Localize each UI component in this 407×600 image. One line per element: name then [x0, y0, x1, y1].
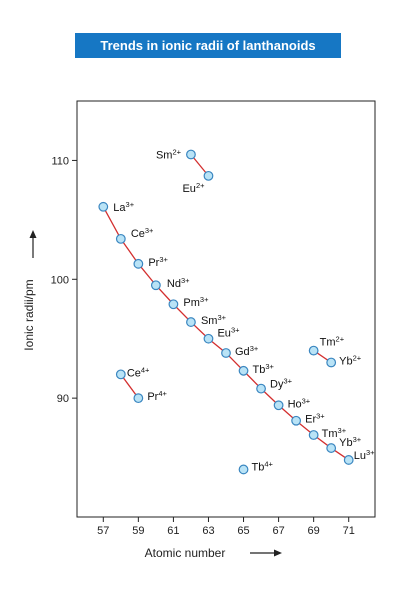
label-tm-3plus: Tm3+	[322, 426, 347, 440]
point-dy-3plus	[256, 383, 266, 394]
plot-frame	[76, 100, 376, 518]
label-tb-3plus: Tb3+	[253, 362, 275, 376]
x-tick-label: 63	[202, 525, 214, 537]
point-sm-3plus	[186, 317, 196, 327]
label-pr-3plus: Pr3+	[148, 255, 168, 269]
x-tick-label: 57	[97, 525, 109, 537]
label-sm-2plus: Sm2+	[156, 147, 182, 161]
label-yb-2plus: Yb2+	[339, 353, 362, 367]
label-ce-3plus: Ce3+	[131, 226, 154, 240]
x-axis-title: Atomic number	[145, 546, 226, 560]
x-tick-label: 71	[343, 525, 355, 537]
y-axis-arrow-head	[29, 230, 37, 238]
x-axis-arrow-head	[274, 549, 282, 557]
x-tick-label: 67	[272, 525, 284, 537]
label-ho-3plus: Ho3+	[288, 396, 311, 410]
y-axis-title: Ionic radii/pm	[22, 279, 36, 350]
label-eu-2plus: Eu2+	[182, 181, 205, 195]
series-2-line	[120, 373, 139, 399]
point-la-3plus	[98, 201, 109, 212]
point-ce-3plus	[115, 233, 126, 244]
label-gd-3plus: Gd3+	[235, 344, 259, 358]
label-lu-3plus: Lu3+	[354, 448, 375, 462]
point-eu-3plus	[203, 333, 214, 344]
y-tick-label: 100	[51, 274, 69, 286]
point-yb-3plus	[326, 443, 337, 453]
point-tb-4plus	[238, 464, 249, 475]
point-pr-4plus	[133, 393, 144, 404]
label-er-3plus: Er3+	[305, 412, 325, 426]
label-yb-3plus: Yb3+	[339, 435, 362, 449]
x-tick-label: 69	[308, 525, 320, 537]
label-nd-3plus: Nd3+	[167, 276, 190, 290]
x-tick-label: 59	[132, 525, 144, 537]
label-dy-3plus: Dy3+	[270, 377, 293, 391]
point-tm-2plus	[308, 345, 319, 356]
point-eu-2plus	[203, 170, 214, 181]
y-tick-label: 90	[57, 393, 69, 405]
label-pm-3plus: Pm3+	[183, 295, 209, 309]
label-la-3plus: La3+	[113, 200, 134, 214]
point-lu-3plus	[343, 455, 354, 465]
point-pm-3plus	[168, 299, 179, 310]
label-tm-2plus: Tm2+	[320, 335, 345, 349]
point-sm-2plus	[186, 149, 196, 160]
label-pr-4plus: Pr4+	[147, 389, 167, 403]
label-tb-4plus: Tb4+	[252, 459, 274, 473]
x-tick-label: 65	[237, 525, 249, 537]
point-yb-2plus	[326, 357, 337, 368]
point-tb-3plus	[238, 365, 249, 376]
label-ce-4plus: Ce4+	[127, 365, 150, 379]
point-ho-3plus	[273, 400, 284, 411]
label-eu-3plus: Eu3+	[217, 326, 240, 340]
y-tick-label: 110	[51, 155, 69, 167]
point-gd-3plus	[221, 348, 231, 358]
point-pr-3plus	[133, 258, 144, 269]
chart-title: Trends in ionic radii of lanthanoids	[75, 33, 341, 58]
point-nd-3plus	[150, 280, 161, 291]
x-tick-label: 61	[167, 525, 179, 537]
point-tm-3plus	[308, 430, 319, 440]
label-sm-3plus: Sm3+	[201, 313, 227, 327]
point-er-3plus	[291, 415, 302, 426]
point-ce-4plus	[115, 369, 126, 380]
